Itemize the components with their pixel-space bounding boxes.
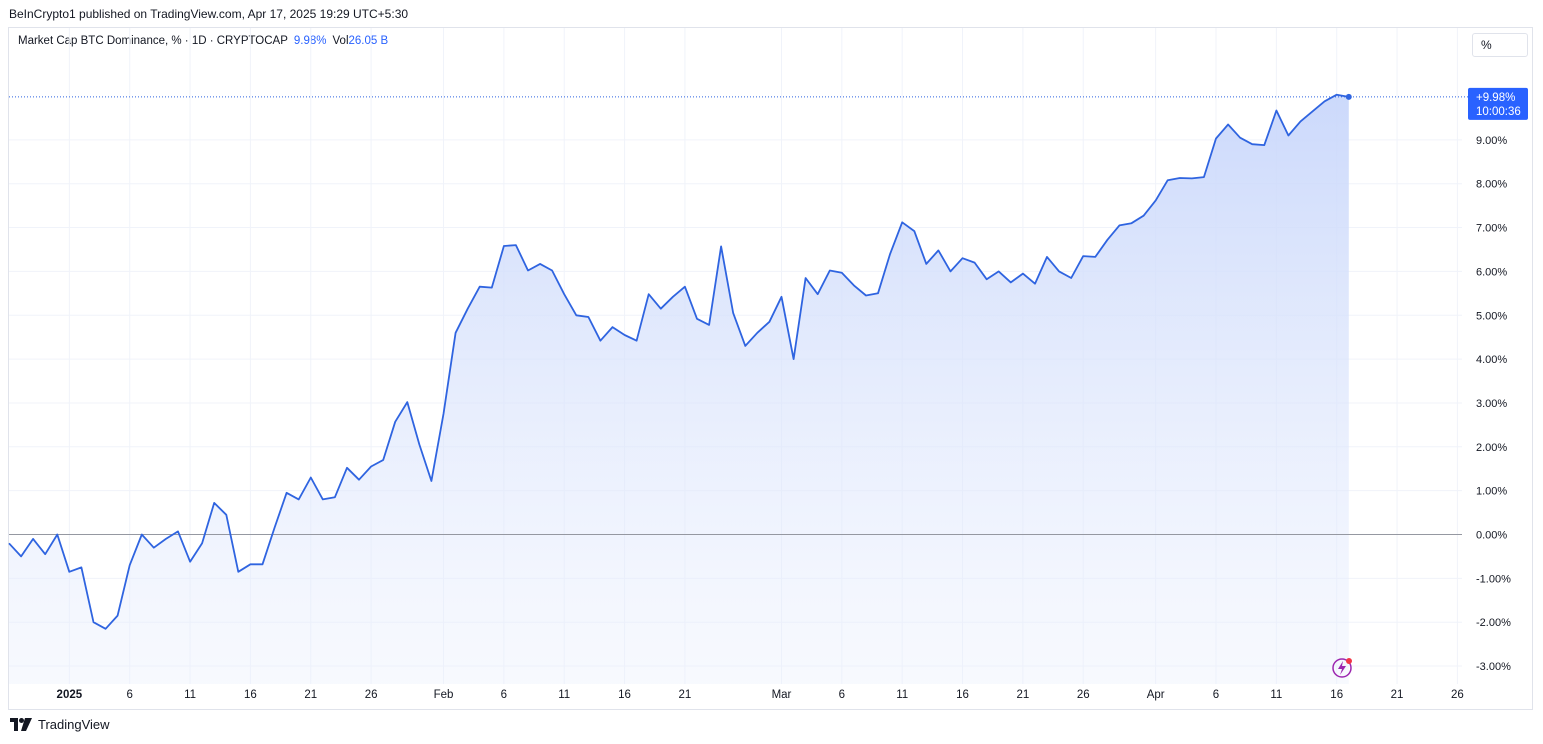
series-path: [8, 93, 1349, 630]
y-tick-label: 2.00%: [1476, 442, 1507, 454]
x-axis-labels: 2025 6 11 16 21 26 Feb 6 11 16 21 Mar 6 11 16 21 26 Apr 6 1…: [57, 689, 1464, 701]
brand-name: TradingView: [38, 717, 110, 732]
x-tick-label: 26: [1451, 689, 1464, 701]
x-tick-label: 21: [304, 689, 317, 701]
chart-legend: Market Cap BTC Dominance, % · 1D · CRYPT…: [18, 35, 388, 47]
y-tick-label: 3.00%: [1476, 398, 1507, 410]
x-tick-label: 16: [1330, 689, 1343, 701]
chart-frame: [8, 27, 1533, 710]
x-tick-label: 6: [126, 689, 132, 701]
y-tick-label: -3.00%: [1476, 661, 1511, 673]
price-tag-countdown: 10:00:36: [1476, 106, 1521, 118]
percent-scale-button[interactable]: %: [1472, 33, 1528, 57]
y-tick-label: 8.00%: [1476, 179, 1507, 191]
lightning-icon[interactable]: [1332, 658, 1352, 678]
x-tick-label: 16: [618, 689, 631, 701]
x-tick-label: 26: [1077, 689, 1090, 701]
y-tick-label: -1.00%: [1476, 573, 1511, 585]
x-tick-label: Mar: [772, 689, 792, 701]
y-tick-label: 7.00%: [1476, 223, 1507, 235]
y-tick-label: 1.00%: [1476, 486, 1507, 498]
x-tick-label: Apr: [1147, 689, 1165, 701]
x-tick-label: 11: [558, 689, 570, 701]
y-tick-label: 4.00%: [1476, 354, 1507, 366]
last-point-marker: [1345, 93, 1352, 100]
x-tick-label: 2025: [57, 689, 83, 701]
price-tag-background: [1468, 87, 1528, 120]
y-axis-labels: 9.00% 8.00% 7.00% 6.00% 5.00% 4.00% 3.00% 2.00%…: [1476, 135, 1511, 673]
x-tick-label: 6: [839, 689, 845, 701]
volume-label: Vol: [332, 35, 349, 47]
volume-value: 26.05 B: [348, 35, 389, 47]
publisher-line: BeInCrypto1 published on TradingView.com…: [9, 7, 409, 21]
price-tag-value: +9.98%: [1476, 92, 1515, 104]
y-tick-label: -2.00%: [1476, 617, 1511, 629]
x-tick-label: 11: [896, 689, 908, 701]
y-tick-label: 0.00%: [1476, 530, 1507, 542]
price-tag: +9.98% 10:00:36: [1468, 87, 1528, 120]
x-tick-label: 16: [244, 689, 257, 701]
x-tick-label: Feb: [434, 689, 454, 701]
x-tick-label: 6: [501, 689, 507, 701]
y-tick-label: 9.00%: [1476, 135, 1507, 147]
x-tick-label: 16: [956, 689, 969, 701]
x-tick-label: 11: [184, 689, 196, 701]
x-tick-label: 11: [1270, 689, 1282, 701]
tradingview-logo-icon: [10, 718, 32, 731]
symbol-title[interactable]: Market Cap BTC Dominance, % · 1D · CRYPT…: [18, 35, 288, 47]
tradingview-logo[interactable]: TradingView: [10, 717, 110, 732]
x-tick-label: 26: [365, 689, 378, 701]
x-tick-label: 6: [1213, 689, 1219, 701]
x-tick-label: 21: [679, 689, 692, 701]
legend-last-value: 9.98%: [293, 35, 327, 47]
y-tick-label: 6.00%: [1476, 266, 1507, 278]
y-tick-label: 5.00%: [1476, 310, 1507, 322]
area-shape: [9, 94, 1349, 684]
x-tick-label: 21: [1391, 689, 1404, 701]
series-line: [8, 93, 1352, 630]
x-tick-label: 21: [1016, 689, 1029, 701]
area-fill: [9, 94, 1349, 684]
